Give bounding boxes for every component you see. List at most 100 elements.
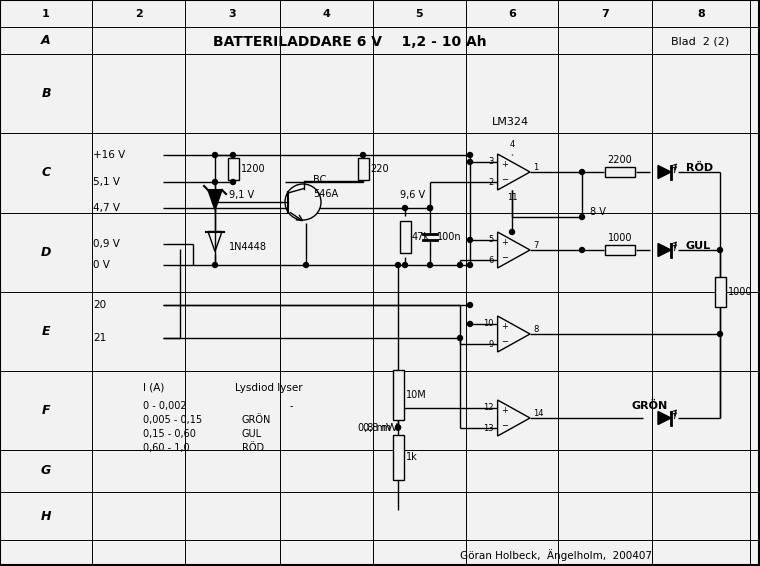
- Text: Lysdiod lyser: Lysdiod lyser: [235, 383, 302, 393]
- Text: 1200: 1200: [241, 164, 266, 174]
- Text: Göran Holbeck,  Ängelholm,  200407: Göran Holbeck, Ängelholm, 200407: [460, 549, 652, 561]
- Circle shape: [427, 205, 432, 211]
- Text: 14: 14: [533, 409, 543, 418]
- Circle shape: [467, 160, 473, 164]
- Circle shape: [458, 263, 463, 268]
- Text: 21: 21: [93, 333, 106, 343]
- Circle shape: [467, 237, 473, 242]
- Circle shape: [458, 336, 463, 341]
- Circle shape: [427, 205, 432, 211]
- Text: 9: 9: [489, 340, 493, 349]
- Text: 4: 4: [509, 140, 515, 149]
- Text: +: +: [502, 321, 508, 331]
- Text: E: E: [42, 325, 50, 338]
- Circle shape: [213, 263, 217, 268]
- Text: 10: 10: [483, 319, 493, 328]
- Text: BATTERILADDARE 6 V    1,2 - 10 Ah: BATTERILADDARE 6 V 1,2 - 10 Ah: [214, 35, 487, 49]
- Text: 8 V: 8 V: [590, 207, 606, 217]
- Text: 5: 5: [416, 9, 423, 19]
- Text: 0 V: 0 V: [93, 260, 110, 270]
- Circle shape: [467, 263, 473, 268]
- Circle shape: [285, 184, 321, 220]
- Bar: [605, 245, 635, 255]
- Text: 1000: 1000: [728, 287, 752, 297]
- Circle shape: [467, 302, 473, 307]
- Circle shape: [213, 179, 217, 185]
- Text: 5: 5: [489, 235, 493, 245]
- Polygon shape: [498, 232, 530, 268]
- Text: 2: 2: [135, 9, 142, 19]
- Text: 0 - 0,002: 0 - 0,002: [143, 401, 187, 411]
- Text: 9,1 V: 9,1 V: [229, 190, 254, 200]
- Text: 8: 8: [697, 9, 705, 19]
- Text: F: F: [42, 404, 50, 417]
- Text: Blad  2 (2): Blad 2 (2): [671, 37, 729, 47]
- Circle shape: [509, 229, 515, 234]
- Text: 20: 20: [93, 300, 106, 310]
- Polygon shape: [208, 190, 222, 210]
- Circle shape: [230, 152, 236, 157]
- Text: 0,005 - 0,15: 0,005 - 0,15: [143, 415, 202, 425]
- Text: 3: 3: [488, 157, 493, 166]
- Text: H: H: [41, 509, 51, 522]
- Text: LM324: LM324: [492, 117, 528, 127]
- Text: −: −: [502, 175, 508, 185]
- Circle shape: [579, 169, 584, 174]
- Text: RÖD: RÖD: [686, 163, 713, 173]
- Text: D: D: [41, 246, 51, 259]
- Bar: [605, 167, 635, 177]
- Text: 3: 3: [229, 9, 236, 19]
- Circle shape: [395, 263, 401, 268]
- Polygon shape: [658, 411, 671, 424]
- Text: I (A): I (A): [143, 383, 164, 393]
- Text: G: G: [41, 465, 51, 478]
- Circle shape: [213, 152, 217, 157]
- Text: GRÖN: GRÖN: [242, 415, 271, 425]
- Text: 0,60 - 1,0: 0,60 - 1,0: [143, 443, 190, 453]
- Bar: [400, 221, 410, 252]
- Circle shape: [403, 263, 407, 268]
- Circle shape: [467, 321, 473, 327]
- Text: −: −: [502, 254, 508, 263]
- Text: 0,8 mV: 0,8 mV: [363, 423, 397, 433]
- Text: GUL: GUL: [242, 429, 262, 439]
- Text: +: +: [502, 406, 508, 414]
- Circle shape: [717, 332, 723, 337]
- Text: 0,8 mV: 0,8 mV: [358, 423, 393, 433]
- Text: 6: 6: [488, 256, 493, 264]
- Circle shape: [213, 199, 217, 204]
- Text: 1N4448: 1N4448: [229, 242, 267, 251]
- Polygon shape: [658, 243, 671, 256]
- Text: 220: 220: [370, 164, 388, 174]
- Text: 8: 8: [533, 325, 538, 335]
- Circle shape: [395, 425, 401, 430]
- Text: 1000: 1000: [608, 233, 632, 243]
- Bar: [392, 435, 404, 480]
- Text: 100n: 100n: [437, 231, 461, 242]
- Polygon shape: [498, 154, 530, 190]
- Polygon shape: [658, 165, 671, 178]
- Text: 546A: 546A: [313, 189, 338, 199]
- Text: 4: 4: [322, 9, 331, 19]
- Text: A: A: [41, 34, 51, 47]
- Text: 0,15 - 0,60: 0,15 - 0,60: [143, 429, 196, 439]
- Text: −: −: [502, 337, 508, 346]
- Circle shape: [579, 215, 584, 220]
- Text: C: C: [42, 166, 51, 179]
- Text: 47k: 47k: [412, 231, 430, 242]
- Text: 11: 11: [507, 193, 518, 202]
- Circle shape: [230, 179, 236, 185]
- Circle shape: [467, 152, 473, 157]
- Text: 2200: 2200: [608, 155, 632, 165]
- Text: +: +: [502, 160, 508, 169]
- Text: BC: BC: [313, 175, 326, 185]
- Text: 9,6 V: 9,6 V: [400, 190, 425, 200]
- Circle shape: [403, 205, 407, 211]
- Text: 6: 6: [508, 9, 516, 19]
- Polygon shape: [498, 400, 530, 436]
- Polygon shape: [498, 316, 530, 352]
- Circle shape: [579, 247, 584, 252]
- Circle shape: [717, 247, 723, 252]
- Text: 1: 1: [533, 164, 538, 173]
- Bar: [227, 157, 239, 179]
